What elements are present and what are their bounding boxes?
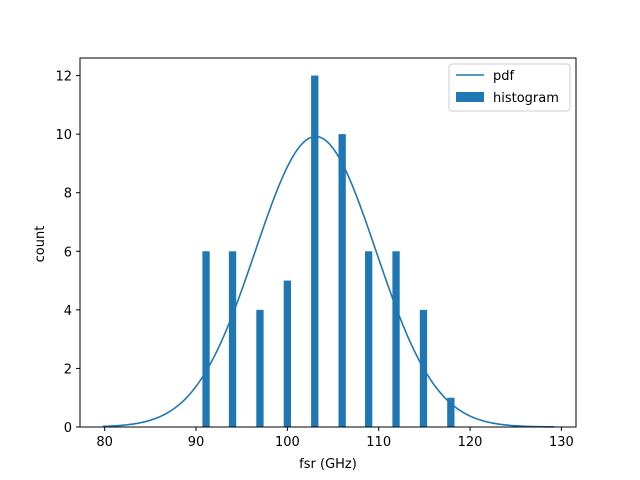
- histogram-bar: [364, 251, 373, 427]
- histogram-bar: [338, 134, 346, 427]
- x-axis-label: fsr (GHz): [299, 457, 357, 472]
- plot-frame: [79, 57, 577, 428]
- x-tick-label: 90: [188, 435, 205, 450]
- histogram-bar: [392, 251, 400, 427]
- histogram-bars: [202, 75, 455, 428]
- histogram-bar: [283, 280, 292, 427]
- legend-histogram-swatch: [456, 92, 484, 102]
- y-tick-label: 0: [64, 421, 72, 436]
- x-tick-label: 130: [549, 435, 574, 450]
- x-tick-label: 100: [275, 435, 300, 450]
- pdf-line: [102, 135, 555, 428]
- legend: pdf histogram: [448, 63, 571, 112]
- legend-histogram-label: histogram: [493, 91, 559, 106]
- x-axis-ticks: 80 90 100 110 120 130: [96, 427, 574, 450]
- y-tick-label: 2: [64, 362, 72, 377]
- y-tick-label: 12: [55, 70, 72, 85]
- y-tick-label: 8: [64, 187, 72, 202]
- histogram-bar: [256, 309, 264, 427]
- histogram-bar: [202, 251, 210, 427]
- y-tick-label: 4: [64, 304, 72, 319]
- histogram-bar: [228, 251, 237, 427]
- x-tick-label: 110: [366, 435, 391, 450]
- histogram-bar: [447, 397, 455, 427]
- axes-frame: [79, 57, 577, 428]
- x-tick-label: 120: [458, 435, 483, 450]
- x-tick-label: 80: [96, 435, 113, 450]
- y-tick-label: 10: [55, 128, 72, 143]
- y-axis-ticks: 0 2 4 6 8 10 12: [55, 70, 80, 436]
- histogram-bar: [311, 75, 319, 428]
- legend-pdf-label: pdf: [493, 69, 515, 84]
- y-tick-label: 6: [64, 245, 72, 260]
- y-axis-label: count: [33, 226, 48, 263]
